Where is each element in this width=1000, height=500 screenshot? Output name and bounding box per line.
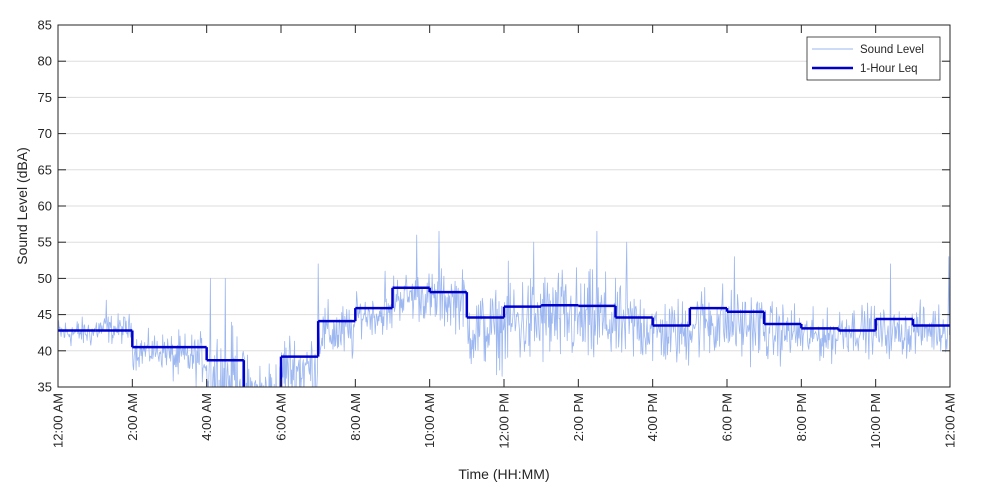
- x-tick-labels: 12:00 AM 2:00 AM 4:00 AM 6:00 AM 8:00 AM 10:0…: [51, 393, 958, 449]
- x-tick-label: 2:00 AM: [125, 393, 140, 441]
- x-tick-label: 10:00 AM: [422, 393, 437, 448]
- x-tick-label: 6:00 PM: [720, 393, 735, 441]
- y-tick-label: 75: [38, 90, 52, 105]
- grid-lines: [58, 60, 950, 352]
- y-tick-labels: 35 40 45 50 55 60 65 70 75 80 85: [38, 18, 52, 395]
- y-tick-label: 65: [38, 162, 52, 177]
- series-layer: [58, 230, 950, 387]
- x-axis-label: Time (HH:MM): [458, 466, 549, 482]
- x-tick-label: 4:00 PM: [645, 393, 660, 441]
- x-tick-label: 12:00 AM: [943, 393, 958, 448]
- axis-ticks: [57, 24, 951, 388]
- y-axis-label: Sound Level (dBA): [14, 147, 30, 265]
- x-tick-label: 12:00 AM: [51, 393, 66, 448]
- x-tick-label: 8:00 PM: [794, 393, 809, 441]
- x-tick-label: 2:00 PM: [571, 393, 586, 441]
- legend-box: [806, 36, 941, 81]
- legend-label-leq: 1-Hour Leq: [860, 63, 918, 75]
- y-tick-label: 85: [38, 18, 52, 33]
- y-tick-label: 45: [38, 307, 52, 322]
- y-tick-label: 70: [38, 126, 52, 141]
- y-tick-label: 60: [38, 199, 52, 214]
- legend-label-sound-level: Sound Level: [860, 44, 924, 56]
- y-tick-label: 55: [38, 235, 52, 250]
- x-tick-label: 4:00 AM: [199, 393, 214, 441]
- x-tick-label: 6:00 AM: [274, 393, 289, 441]
- y-tick-label: 35: [38, 380, 52, 395]
- x-tick-label: 8:00 AM: [348, 393, 363, 441]
- y-tick-label: 50: [38, 271, 52, 286]
- legend: Sound Level 1-Hour Leq: [806, 36, 941, 81]
- y-tick-label: 80: [38, 54, 52, 69]
- x-tick-label: 12:00 PM: [497, 393, 512, 449]
- y-tick-label: 40: [38, 343, 52, 358]
- x-tick-label: 10:00 PM: [868, 393, 883, 449]
